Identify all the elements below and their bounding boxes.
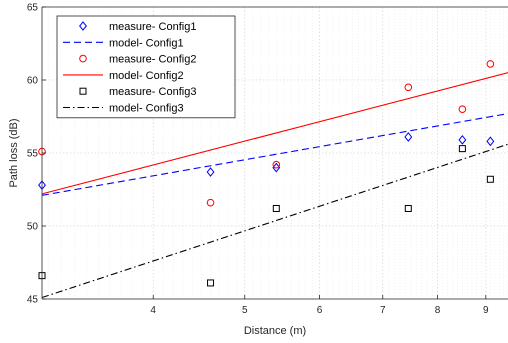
data-point bbox=[486, 60, 495, 68]
series-4 bbox=[41, 72, 508, 195]
x-tick-label: 4 bbox=[150, 305, 156, 316]
legend-label: measure- Config2 bbox=[109, 54, 196, 66]
legend-item: measure- Config3 bbox=[79, 86, 196, 98]
data-point bbox=[272, 162, 281, 173]
legend-item: model- Config1 bbox=[63, 37, 184, 49]
data-point bbox=[458, 105, 467, 113]
legend-marker bbox=[79, 87, 87, 95]
series-line bbox=[41, 72, 508, 195]
legend-label: model- Config1 bbox=[109, 37, 184, 49]
legend-label: measure- Config1 bbox=[109, 21, 196, 33]
legend-label: model- Config2 bbox=[109, 70, 184, 82]
y-tick-label: 65 bbox=[27, 3, 39, 14]
x-tick-label: 6 bbox=[317, 305, 323, 316]
legend-label: model- Config3 bbox=[109, 103, 184, 115]
data-point bbox=[404, 132, 413, 142]
data-point bbox=[404, 204, 412, 212]
data-point bbox=[207, 279, 215, 287]
series-6 bbox=[41, 143, 508, 299]
legend-item: measure- Config2 bbox=[79, 54, 196, 66]
series-2 bbox=[41, 113, 508, 196]
y-tick-label: 60 bbox=[27, 76, 39, 87]
x-tick-label: 8 bbox=[435, 305, 441, 316]
y-tick-label: 55 bbox=[27, 149, 39, 160]
legend: measure- Config1 model- Config1 measure- C… bbox=[56, 15, 236, 119]
legend-item: measure- Config1 bbox=[79, 21, 196, 33]
data-point bbox=[206, 198, 215, 207]
y-tick-label: 50 bbox=[27, 222, 39, 233]
series-line bbox=[41, 143, 508, 299]
data-point bbox=[272, 160, 281, 169]
data-point bbox=[404, 83, 413, 92]
legend-item: model- Config3 bbox=[63, 103, 184, 115]
x-tick-label: 5 bbox=[242, 305, 248, 316]
series-3 bbox=[38, 60, 495, 207]
y-tick-label: 45 bbox=[27, 295, 39, 306]
data-point bbox=[486, 136, 495, 147]
legend-box bbox=[56, 15, 236, 119]
data-point bbox=[458, 134, 467, 145]
data-point bbox=[486, 175, 494, 183]
series-line bbox=[41, 113, 508, 196]
data-point bbox=[206, 167, 215, 177]
x-tick-label: 9 bbox=[483, 305, 489, 316]
legend-item: model- Config2 bbox=[63, 70, 184, 82]
x-tick-label: 7 bbox=[380, 305, 386, 316]
legend-marker bbox=[79, 21, 87, 31]
y-axis-label: Path loss (dB) bbox=[8, 118, 20, 187]
data-point bbox=[272, 204, 280, 212]
legend-marker bbox=[79, 54, 87, 63]
series-1 bbox=[38, 132, 495, 191]
legend-label: measure- Config3 bbox=[109, 86, 196, 98]
x-axis-label: Distance (m) bbox=[244, 325, 306, 337]
data-point bbox=[458, 145, 466, 153]
